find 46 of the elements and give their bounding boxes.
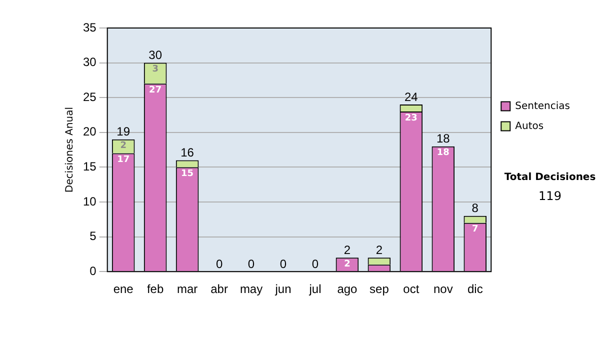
total-label: 18	[436, 132, 450, 146]
y-tick-label: 30	[82, 55, 97, 70]
y-tick-label: 25	[82, 90, 97, 104]
total-label: 8	[472, 201, 479, 216]
y-tick-label: 10	[82, 194, 97, 208]
text: 119	[538, 189, 562, 203]
y-axis-title: Decisiones Anual	[64, 107, 76, 193]
data-label: 7	[472, 224, 478, 235]
x-tick-label: sep	[370, 282, 390, 296]
total-label: 19	[116, 124, 130, 139]
data-label: 3	[152, 64, 158, 75]
total-label: 2	[376, 242, 383, 257]
x-tick-label: may	[240, 282, 263, 296]
x-tick-label: feb	[146, 282, 164, 296]
x-tick-label: jul	[308, 282, 322, 296]
data-label: 15	[181, 169, 194, 180]
total-label: 0	[312, 256, 319, 271]
x-tick-label: dic	[467, 282, 483, 296]
legend-label: Autos	[515, 120, 544, 132]
total-label: 0	[216, 256, 223, 271]
x-tick-label: ene	[113, 282, 134, 296]
data-label: 2	[120, 141, 126, 152]
y-tick-label: 35	[82, 20, 97, 34]
text: Total Decisiones	[503, 172, 597, 183]
total-label: 0	[280, 256, 287, 271]
data-label: 23	[404, 113, 418, 124]
y-tick-label: 0	[90, 264, 97, 278]
x-tick-label: nov	[433, 282, 453, 296]
total-label: 0	[248, 256, 255, 271]
data-label: 27	[149, 86, 162, 96]
total-label: 2	[344, 242, 351, 257]
y-tick-label: 15	[82, 160, 97, 174]
x-tick-label: mar	[176, 282, 198, 296]
total-label: 24	[404, 90, 418, 104]
total-label: 16	[180, 146, 194, 160]
x-tick-label: jun	[274, 282, 292, 296]
x-tick-label: abr	[210, 282, 228, 296]
data-label: 17	[117, 155, 130, 166]
x-tick-label: oct	[403, 282, 420, 296]
data-label: 2	[344, 260, 350, 270]
legend-label: Sentencias	[515, 100, 570, 112]
total-label: 30	[148, 48, 162, 62]
y-tick-label: 5	[90, 229, 97, 244]
y-tick-label: 20	[82, 124, 97, 139]
data-label: 18	[436, 148, 450, 158]
x-tick-label: ago	[337, 282, 358, 296]
